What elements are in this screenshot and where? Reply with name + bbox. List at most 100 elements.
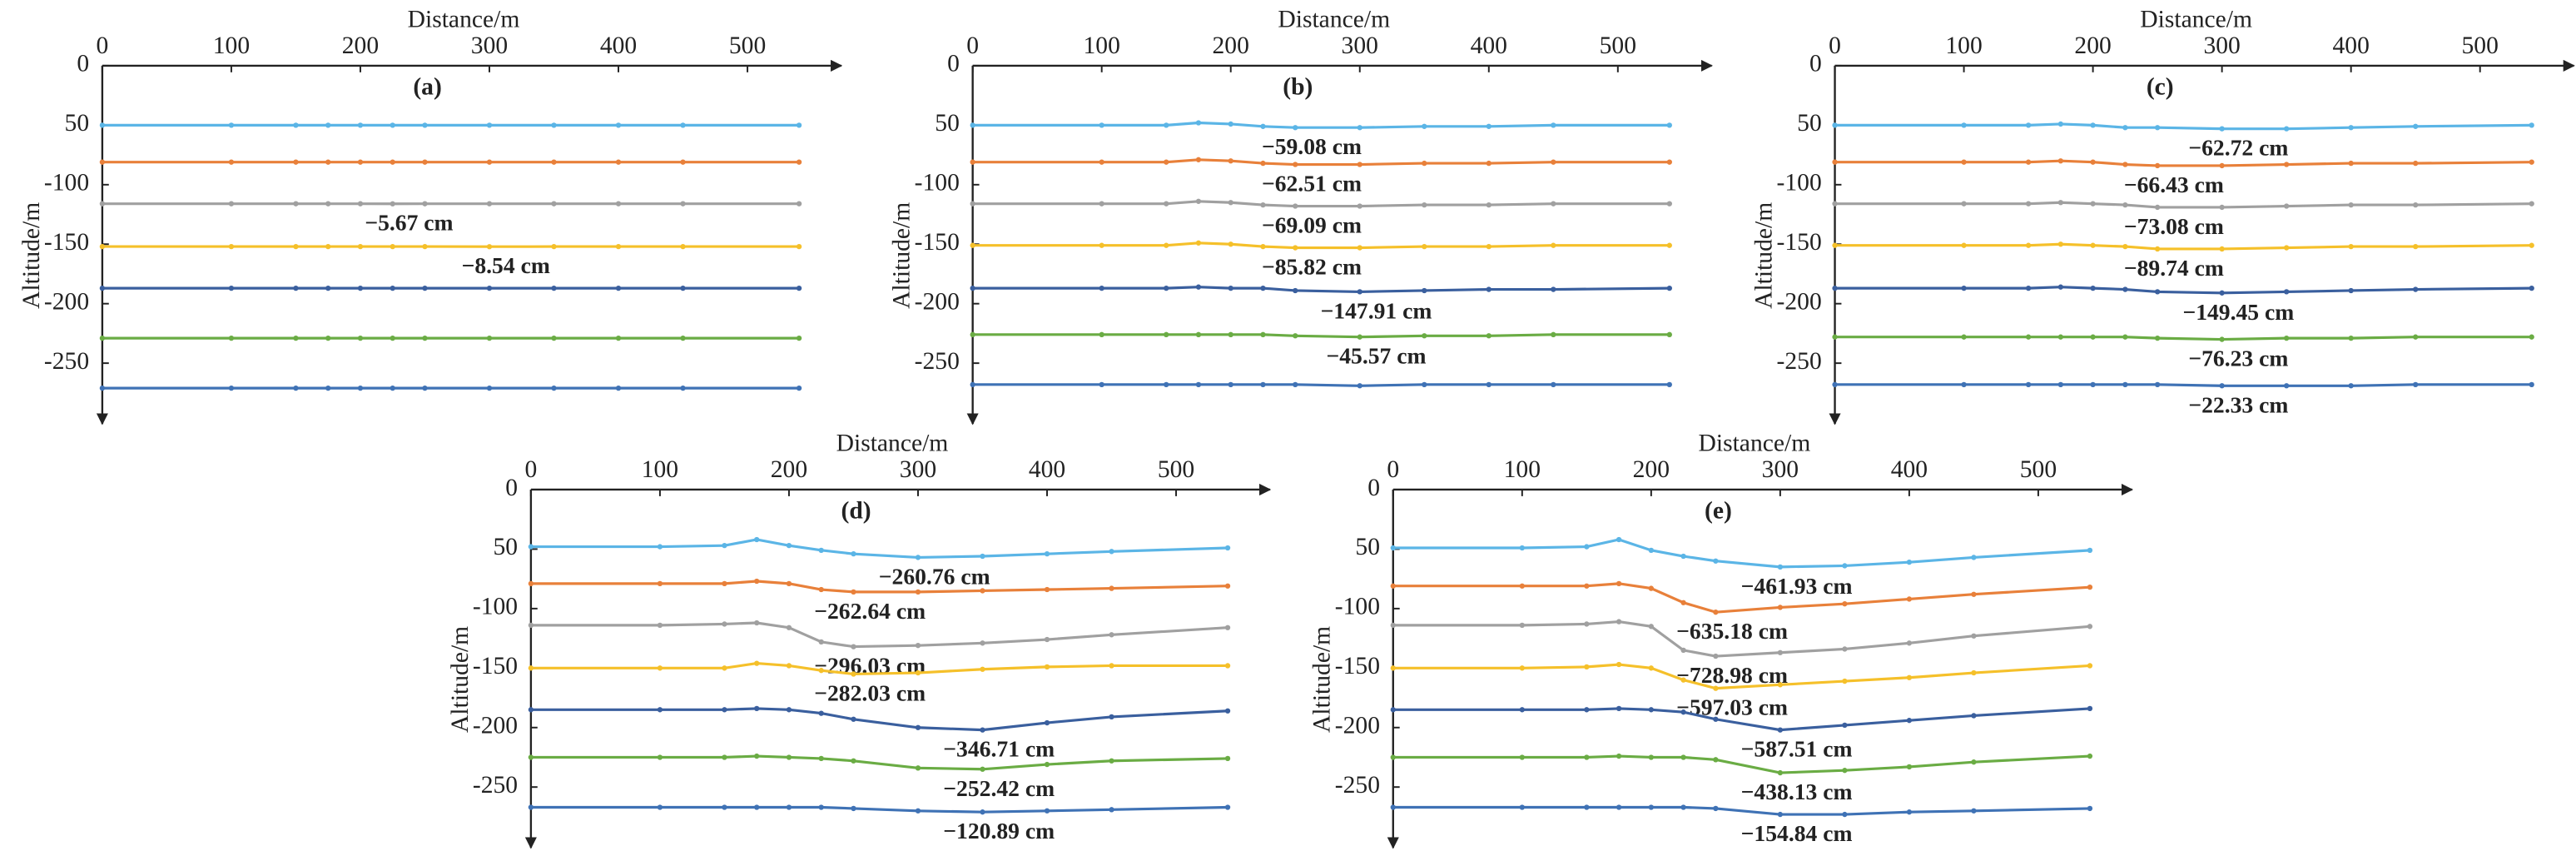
profile-point [1293, 162, 1298, 167]
profile-point [915, 643, 921, 649]
profile-point [1906, 764, 1913, 770]
profile-point [1680, 647, 1686, 654]
profile-point [2122, 381, 2128, 388]
profile-point [970, 122, 975, 128]
profile-point [980, 766, 985, 772]
profile-line [972, 200, 1670, 208]
profile-point [1357, 203, 1362, 209]
profile-point [99, 122, 106, 128]
profile-point [486, 201, 493, 207]
x-tick-label: 300 [1342, 32, 1378, 59]
profile-point [1906, 596, 1913, 602]
profile-point [818, 668, 824, 674]
y-tick-label: 0 [1367, 475, 1380, 501]
deformation-label: −149.45 cm [2182, 299, 2294, 325]
profile-point [786, 707, 792, 713]
x-tick-label: 0 [966, 32, 979, 59]
profile-point [1648, 547, 1655, 554]
x-axis-label: Distance/m [836, 430, 949, 457]
profile-point [422, 243, 428, 250]
profile-point [1293, 333, 1298, 339]
profile-point [2413, 381, 2419, 388]
profile-point [99, 243, 106, 250]
profile-point [486, 159, 493, 165]
profile-point [2090, 334, 2096, 340]
profile-point [1260, 243, 1266, 250]
deformation-label: −66.43 cm [2124, 172, 2224, 197]
profile-point [1486, 123, 1491, 129]
profile-point [615, 159, 622, 165]
profile-point [528, 622, 534, 629]
profile-point [1164, 381, 1169, 388]
profile-point [551, 385, 557, 391]
profile-point [1390, 804, 1396, 810]
profile-point [1842, 563, 1848, 569]
profile-point [1551, 201, 1556, 207]
profile-point [1842, 678, 1848, 684]
profile-point [2087, 663, 2093, 669]
profile-point [1713, 757, 1719, 763]
profile-point [1422, 202, 1427, 208]
profile-point [722, 707, 727, 713]
profile-point [1164, 122, 1169, 128]
y-tick-label: 0 [77, 51, 89, 77]
profile-point [1099, 331, 1104, 337]
profile-point [551, 159, 557, 165]
profile-line [530, 580, 1228, 594]
profile-point [657, 804, 663, 810]
y-tick-label: 0 [1809, 51, 1822, 77]
profile-point [615, 335, 622, 341]
profile-point [2219, 336, 2225, 342]
profile-point [486, 335, 493, 341]
profile-point [1832, 285, 1838, 291]
profile-line [1392, 805, 2090, 816]
profile-point [680, 122, 686, 128]
profile-point [2154, 246, 2161, 252]
deformation-label: −438.13 cm [1741, 779, 1853, 804]
profile-point [1164, 285, 1169, 291]
profile-point [2087, 705, 2093, 712]
profile-point [2219, 162, 2225, 169]
profile-point [754, 578, 760, 585]
profile-point [1195, 381, 1202, 388]
x-tick-label: 300 [471, 32, 508, 59]
profile-point [1713, 610, 1719, 615]
y-axis-label: Altitude/m [1750, 202, 1777, 309]
panel: 0 100 200 300 400 500 0 50 -100 -150 -200 -250 Dista… [447, 430, 1272, 849]
profile-point [325, 201, 331, 207]
profile-point [1832, 122, 1838, 128]
profile-point [2087, 753, 2093, 759]
profile-point [1971, 555, 1977, 560]
profile-point [1551, 381, 1556, 388]
profile-point [2284, 383, 2290, 389]
profile-point [1390, 545, 1396, 551]
profile-point [796, 335, 802, 341]
profile-point [390, 335, 395, 341]
profile-line [972, 333, 1670, 339]
x-tick-label: 0 [97, 32, 109, 59]
x-tick-label: 100 [1084, 32, 1120, 59]
deformation-label: −260.76 cm [879, 563, 990, 589]
profile-point [2219, 204, 2225, 211]
panel-title: (b) [1283, 73, 1313, 100]
profile-point [1777, 564, 1784, 570]
profile-point [2413, 334, 2419, 340]
profile-point [1260, 285, 1266, 291]
profile-point [818, 755, 824, 762]
profile-point [2219, 383, 2225, 389]
deformation-label: −120.89 cm [943, 818, 1055, 844]
profile-point [818, 710, 824, 716]
profile-point [970, 285, 975, 291]
y-tick-label: -250 [1335, 772, 1380, 799]
deformation-label: −154.84 cm [1741, 820, 1853, 846]
profile-point [1099, 242, 1104, 248]
profile-point [657, 580, 663, 587]
profile-point [970, 381, 975, 388]
profile-point [2025, 201, 2032, 207]
deformation-label: −62.72 cm [2188, 135, 2288, 161]
profile-line [1834, 201, 2532, 209]
profile-point [786, 663, 792, 669]
profile-point [2154, 204, 2161, 211]
profile-point [851, 805, 856, 812]
profile-point [657, 707, 663, 713]
